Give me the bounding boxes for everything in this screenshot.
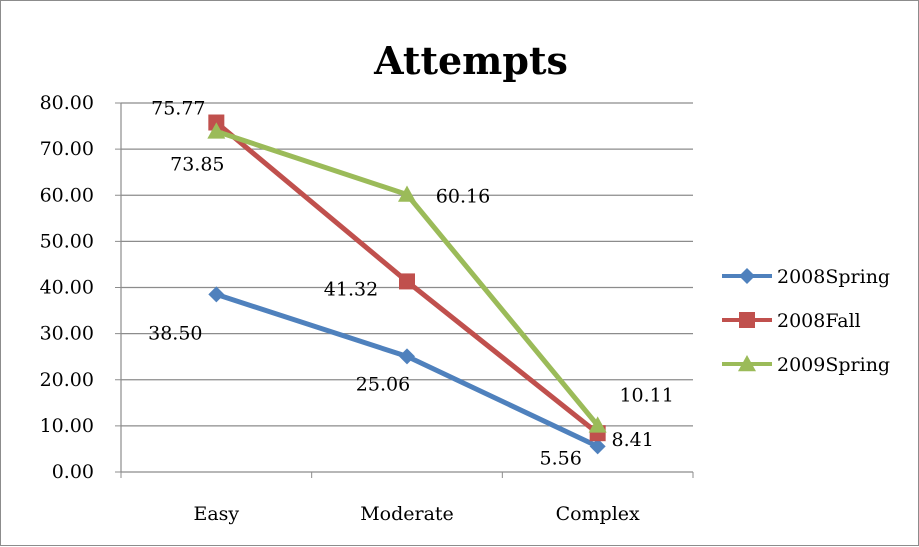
data-label: 8.41 [612, 429, 654, 451]
data-label: 5.56 [540, 447, 582, 469]
data-point-2008Fall [399, 273, 415, 290]
y-tick-label: 70.00 [40, 138, 94, 160]
data-point-2008Spring [399, 348, 415, 365]
series-line-2008Spring [215, 292, 599, 449]
data-label: 10.11 [619, 384, 673, 406]
axes: 0.00 10.00 20.00 30.00 40.00 50.00 60.00 70.00 8… [40, 92, 694, 525]
data-point-2009Spring [588, 416, 607, 433]
y-tick-label: 30.00 [40, 323, 94, 345]
chart-title: Attempts [373, 38, 568, 83]
legend-marker [739, 268, 755, 284]
x-tick-label: Moderate [360, 503, 454, 525]
y-tick-label: 40.00 [40, 277, 94, 299]
y-tick-label: 20.00 [40, 369, 94, 391]
data-label: 41.32 [324, 278, 378, 300]
legend-label: 2008Spring [777, 266, 890, 288]
data-point-2008Spring [589, 438, 606, 455]
y-tick-label: 10.00 [40, 415, 94, 437]
x-tick-label: Complex [556, 503, 640, 525]
y-tick-label: 60.00 [40, 184, 94, 206]
data-label: 60.16 [436, 186, 490, 208]
data-label: 38.50 [148, 322, 202, 344]
data-label: 25.06 [356, 373, 410, 395]
legend-marker [738, 355, 756, 372]
series-group [207, 114, 607, 455]
data-label: 73.85 [170, 153, 224, 175]
x-tick-label: Easy [193, 503, 239, 525]
data-labels: 38.50 25.06 5.56 75.77 41.32 8.41 73.85 60.16 10… [148, 98, 674, 470]
legend-label: 2009Spring [777, 354, 890, 376]
y-tick-label: 80.00 [40, 92, 94, 114]
legend-marker [739, 312, 755, 328]
legend: 2008Spring 2008Fall 2009Spring [722, 266, 890, 376]
y-tick-label: 0.00 [52, 461, 94, 483]
data-point-2009Spring [398, 185, 416, 202]
data-point-2009Spring [207, 122, 226, 139]
data-point-2008Spring [208, 286, 225, 303]
legend-label: 2008Fall [777, 310, 861, 332]
data-label: 75.77 [151, 98, 205, 120]
y-tick-label: 50.00 [40, 230, 94, 252]
